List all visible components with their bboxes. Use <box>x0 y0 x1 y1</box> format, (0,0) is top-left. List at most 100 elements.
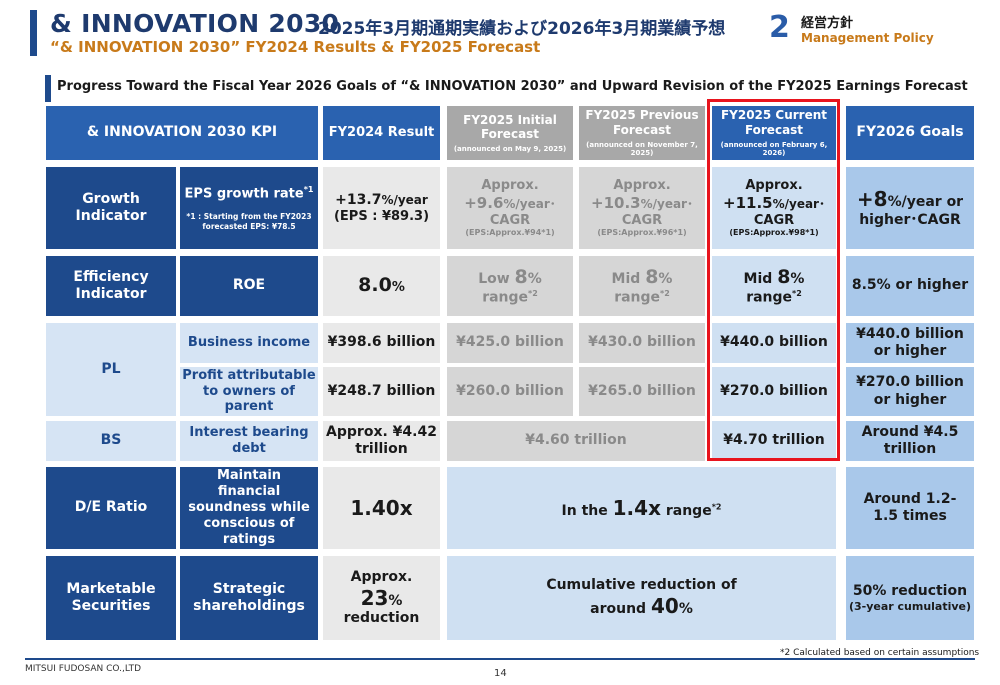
header-current-label: FY2025 Current Forecast <box>720 108 828 137</box>
kpi-eps-growth: EPS growth rate*1 *1 : Starting from the… <box>180 167 318 249</box>
kpi-business-income: Business income <box>180 323 318 363</box>
footer-divider <box>25 658 975 660</box>
shareholdings-forecast-line1: Cumulative reduction of <box>546 577 737 594</box>
slide-title: Progress Toward the Fiscal Year 2026 Goa… <box>57 79 968 94</box>
previous-eps-unit: %/year･ <box>640 196 693 211</box>
goal-eps-line2: higher･CAGR <box>859 211 961 228</box>
header-accent-bar <box>30 10 37 56</box>
de-forecast-post: range <box>665 502 712 519</box>
current-eps-approx: Approx. <box>745 177 803 193</box>
fy2024-roe: 8.0% <box>323 256 440 316</box>
header-previous-label: FY2025 Previous Forecast <box>585 108 699 137</box>
header-current-forecast: FY2025 Current Forecast (announced on Fe… <box>712 106 836 160</box>
forecast-de-ratio: In the 1.4x range*2 <box>447 467 836 549</box>
category-de-ratio: D/E Ratio <box>46 467 176 549</box>
fy2024-eps-sub: (EPS : ¥89.3) <box>333 208 430 224</box>
fy2024-eps: +13.7%/year (EPS : ¥89.3) <box>323 167 440 249</box>
goal-de-ratio: Around 1.2-1.5 times <box>846 467 974 549</box>
goal-eps-unit: %/year or <box>887 194 964 211</box>
page-title-jp: 2025年3月期通期実績および2026年3月期業績予想 <box>318 19 726 39</box>
previous-eps-cagr: CAGR <box>621 212 663 228</box>
initial-roe: Low 8% range*2 <box>447 256 573 316</box>
current-eps-cagr: CAGR <box>753 212 795 228</box>
fy2024-debt: Approx. ¥4.42 trillion <box>323 421 440 461</box>
fy2024-shareholdings-value: 23 <box>360 585 389 610</box>
goal-shareholdings-main: 50% reduction <box>852 582 968 599</box>
header-goals: FY2026 Goals <box>846 106 974 160</box>
header-initial-label: FY2025 Initial Forecast <box>463 112 557 142</box>
previous-roe-pre: Mid <box>611 270 641 287</box>
header-initial-note: (announced on May 9, 2025) <box>453 144 567 153</box>
category-growth: Growth Indicator <box>46 167 176 249</box>
current-roe-pre: Mid <box>743 270 773 287</box>
initial-roe-value: 8 <box>514 265 528 288</box>
current-eps-value: +11.5 <box>723 193 773 212</box>
initial-profit: ¥260.0 billion <box>447 367 573 416</box>
kpi-roe: ROE <box>180 256 318 316</box>
kpi-strategic-shareholdings: Strategic shareholdings <box>180 556 318 640</box>
header-initial-forecast: FY2025 Initial Forecast (announced on Ma… <box>447 106 573 160</box>
fy2024-shareholdings-pre: Approx. <box>350 568 413 585</box>
goal-roe: 8.5% or higher <box>846 256 974 316</box>
previous-eps: Approx. +10.3%/year･ CAGR (EPS:Approx.¥9… <box>579 167 705 249</box>
initial-eps-unit: %/year･ <box>503 196 556 211</box>
kpi-eps-sup: *1 <box>303 185 314 195</box>
page-subtitle: “& INNOVATION 2030” FY2024 Results & FY2… <box>50 38 541 56</box>
previous-profit: ¥265.0 billion <box>579 367 705 416</box>
previous-roe-unit: % <box>658 270 673 287</box>
kpi-interest-bearing-debt: Interest bearing debt <box>180 421 318 461</box>
fy2024-profit: ¥248.7 billion <box>323 367 440 416</box>
current-forecast-highlight <box>707 99 840 461</box>
kpi-financial-soundness: Maintain financial soundness while consc… <box>180 467 318 549</box>
goal-business-income: ¥440.0 billion or higher <box>846 323 974 363</box>
category-marketable-securities: Marketable Securities <box>46 556 176 640</box>
previous-roe: Mid 8% range*2 <box>579 256 705 316</box>
initial-eps-value: +9.6 <box>464 193 504 212</box>
fy2024-eps-value: +13.7 <box>335 191 382 208</box>
section-label-en: Management Policy <box>801 31 934 45</box>
fy2024-eps-unit: %/year <box>381 192 428 207</box>
previous-business-income: ¥430.0 billion <box>579 323 705 363</box>
initial-eps-cagr: CAGR <box>489 212 531 228</box>
header-previous-note: (announced on November 7, 2025) <box>586 140 698 158</box>
shareholdings-forecast-pre: around <box>590 601 647 618</box>
fy2024-roe-value: 8.0 <box>358 274 392 297</box>
initial-roe-sup: *2 <box>528 288 538 298</box>
current-roe-range: range <box>746 289 793 306</box>
fy2024-de-ratio: 1.40x <box>323 467 440 549</box>
fy2024-shareholdings-unit: % <box>388 592 403 609</box>
initial-eps-approx: Approx. <box>481 177 539 193</box>
de-forecast-sup: *2 <box>711 502 722 512</box>
initial-eps-detail: (EPS:Approx.¥94*1) <box>465 228 555 238</box>
footnote: *2 Calculated based on certain assumptio… <box>780 648 980 658</box>
current-profit: ¥270.0 billion <box>712 367 836 416</box>
de-forecast-pre: In the <box>561 502 608 519</box>
initial-previous-debt: ¥4.60 trillion <box>447 421 705 461</box>
previous-eps-approx: Approx. <box>613 177 671 193</box>
header-previous-forecast: FY2025 Previous Forecast (announced on N… <box>579 106 705 160</box>
fy2024-shareholdings: Approx. 23% reduction <box>323 556 440 640</box>
goal-shareholdings: 50% reduction (3-year cumulative) <box>846 556 974 640</box>
category-bs: BS <box>46 421 176 461</box>
initial-roe-range: range <box>482 289 529 306</box>
forecast-shareholdings: Cumulative reduction of around 40% <box>447 556 836 640</box>
de-forecast-value: 1.4x <box>612 495 661 520</box>
current-roe-unit: % <box>790 270 805 287</box>
current-roe-sup: *2 <box>792 288 802 298</box>
current-roe: Mid 8% range*2 <box>712 256 836 316</box>
current-eps: Approx. +11.5%/year･ CAGR (EPS:Approx.¥9… <box>712 167 836 249</box>
goal-shareholdings-sub: (3-year cumulative) <box>848 599 972 613</box>
previous-roe-sup: *2 <box>660 288 670 298</box>
category-efficiency: Efficiency Indicator <box>46 256 176 316</box>
header-kpi: & INNOVATION 2030 KPI <box>46 106 318 160</box>
goal-eps-value: +8 <box>856 187 888 212</box>
initial-eps: Approx. +9.6%/year･ CAGR (EPS:Approx.¥94… <box>447 167 573 249</box>
current-eps-unit: %/year･ <box>772 196 825 211</box>
header-current-note: (announced on February 6, 2026) <box>720 140 828 158</box>
goal-debt: Around ¥4.5 trillion <box>846 421 974 461</box>
goal-profit: ¥270.0 billion or higher <box>846 367 974 416</box>
page-title: & INNOVATION 2030 <box>50 9 340 38</box>
kpi-eps-note: *1 : Starting from the FY2023 forecasted… <box>186 212 312 231</box>
previous-eps-detail: (EPS:Approx.¥96*1) <box>597 228 687 238</box>
current-eps-detail: (EPS:Approx.¥98*1) <box>729 228 819 238</box>
